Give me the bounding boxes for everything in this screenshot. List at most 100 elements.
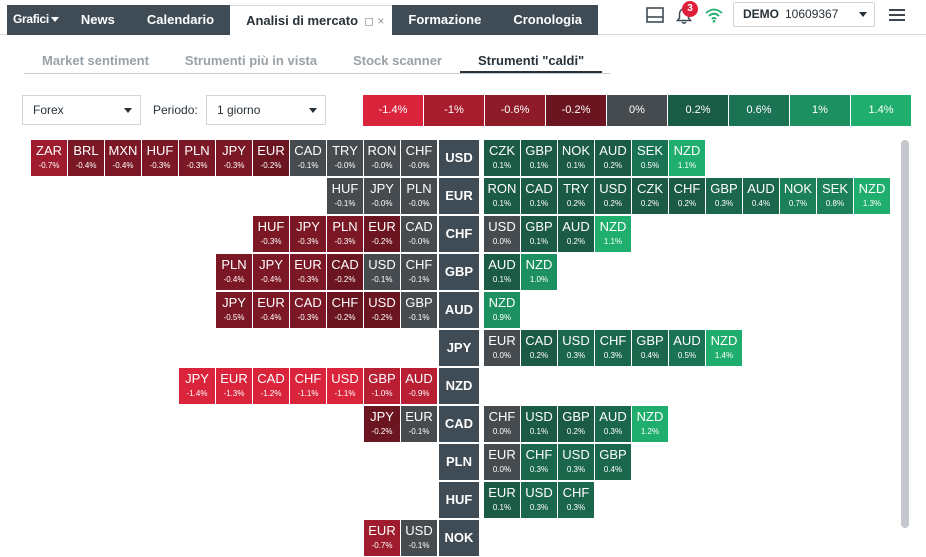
pair-cell-eur-cad[interactable]: CAD 0.1%	[521, 178, 557, 214]
pair-cell-jpy-cad[interactable]: CAD 0.2%	[521, 330, 557, 366]
pair-cell-gbp-cad[interactable]: CAD -0.2%	[327, 254, 363, 290]
pair-cell-usd-brl[interactable]: BRL -0.4%	[68, 140, 104, 176]
pair-cell-aud-gbp[interactable]: GBP -0.1%	[401, 292, 437, 328]
pair-cell-jpy-aud[interactable]: AUD 0.5%	[669, 330, 705, 366]
pair-cell-gbp-eur[interactable]: EUR -0.3%	[290, 254, 326, 290]
pair-cell-nzd-jpy[interactable]: JPY -1.4%	[179, 368, 215, 404]
pair-cell-usd-aud[interactable]: AUD 0.2%	[595, 140, 631, 176]
pair-cell-eur-sek[interactable]: SEK 0.8%	[817, 178, 853, 214]
pair-cell-usd-ron[interactable]: RON -0.0%	[364, 140, 400, 176]
pair-cell-usd-pln[interactable]: PLN -0.3%	[179, 140, 215, 176]
pair-cell-usd-cad[interactable]: CAD -0.1%	[290, 140, 326, 176]
pair-cell-nzd-gbp[interactable]: GBP -1.0%	[364, 368, 400, 404]
pair-cell-jpy-usd[interactable]: USD 0.3%	[558, 330, 594, 366]
pair-cell-eur-chf[interactable]: CHF 0.2%	[669, 178, 705, 214]
pair-cell-gbp-jpy[interactable]: JPY -0.4%	[253, 254, 289, 290]
pair-cell-eur-nok[interactable]: NOK 0.7%	[780, 178, 816, 214]
pair-cell-chf-usd[interactable]: USD 0.0%	[484, 216, 520, 252]
pair-cell-usd-zar[interactable]: ZAR -0.7%	[31, 140, 67, 176]
pair-cell-pln-eur[interactable]: EUR 0.0%	[484, 444, 520, 480]
pair-cell-usd-chf[interactable]: CHF -0.0%	[401, 140, 437, 176]
pair-cell-nzd-eur[interactable]: EUR -1.3%	[216, 368, 252, 404]
pair-cell-cad-chf[interactable]: CHF 0.0%	[484, 406, 520, 442]
pair-cell-usd-sek[interactable]: SEK 0.5%	[632, 140, 668, 176]
pair-cell-eur-ron[interactable]: RON 0.1%	[484, 178, 520, 214]
pair-cell-pln-gbp[interactable]: GBP 0.4%	[595, 444, 631, 480]
pair-cell-chf-cad[interactable]: CAD -0.0%	[401, 216, 437, 252]
subtab-market-sentiment[interactable]: Market sentiment	[42, 53, 149, 68]
pair-cell-nok-eur[interactable]: EUR -0.7%	[364, 520, 400, 556]
pair-cell-usd-eur[interactable]: EUR -0.2%	[253, 140, 289, 176]
pair-cell-aud-chf[interactable]: CHF -0.2%	[327, 292, 363, 328]
tab-analisi-di-mercato[interactable]: Analisi di mercato ◻ ×	[230, 5, 393, 35]
pair-cell-eur-pln[interactable]: PLN -0.0%	[401, 178, 437, 214]
pair-cell-jpy-nzd[interactable]: NZD 1.4%	[706, 330, 742, 366]
pair-cell-jpy-gbp[interactable]: GBP 0.4%	[632, 330, 668, 366]
account-selector[interactable]: DEMO 10609367	[733, 2, 875, 27]
vertical-scrollbar[interactable]	[901, 140, 909, 528]
pair-cell-chf-eur[interactable]: EUR -0.2%	[364, 216, 400, 252]
pair-cell-aud-cad[interactable]: CAD -0.3%	[290, 292, 326, 328]
pair-cell-gbp-usd[interactable]: USD -0.1%	[364, 254, 400, 290]
pair-cell-aud-eur[interactable]: EUR -0.4%	[253, 292, 289, 328]
pair-cell-pln-usd[interactable]: USD 0.3%	[558, 444, 594, 480]
pair-cell-eur-jpy[interactable]: JPY -0.0%	[364, 178, 400, 214]
pair-cell-eur-gbp[interactable]: GBP 0.3%	[706, 178, 742, 214]
pair-cell-aud-usd[interactable]: USD -0.2%	[364, 292, 400, 328]
pair-cell-chf-gbp[interactable]: GBP 0.1%	[521, 216, 557, 252]
pair-cell-nzd-usd[interactable]: USD -1.1%	[327, 368, 363, 404]
pair-cell-pln-chf[interactable]: CHF 0.3%	[521, 444, 557, 480]
tab-grafici[interactable]: Grafici	[7, 5, 65, 35]
tab-cronologia[interactable]: Cronologia	[497, 5, 598, 35]
layout-panel-icon[interactable]	[645, 6, 665, 24]
pair-cell-aud-nzd[interactable]: NZD 0.9%	[484, 292, 520, 328]
pair-cell-chf-jpy[interactable]: JPY -0.3%	[290, 216, 326, 252]
pair-cell-jpy-chf[interactable]: CHF 0.3%	[595, 330, 631, 366]
pair-cell-jpy-eur[interactable]: EUR 0.0%	[484, 330, 520, 366]
pair-cell-gbp-aud[interactable]: AUD 0.1%	[484, 254, 520, 290]
pair-cell-cad-nzd[interactable]: NZD 1.2%	[632, 406, 668, 442]
pair-cell-nzd-cad[interactable]: CAD -1.2%	[253, 368, 289, 404]
hamburger-menu-icon[interactable]	[888, 8, 906, 22]
pair-cell-usd-nok[interactable]: NOK 0.1%	[558, 140, 594, 176]
pair-cell-eur-czk[interactable]: CZK 0.2%	[632, 178, 668, 214]
pair-cell-huf-usd[interactable]: USD 0.3%	[521, 482, 557, 518]
pair-cell-nok-usd[interactable]: USD -0.1%	[401, 520, 437, 556]
tab-formazione[interactable]: Formazione	[392, 5, 498, 35]
pair-cell-eur-try[interactable]: TRY 0.2%	[558, 178, 594, 214]
pair-cell-eur-huf[interactable]: HUF -0.1%	[327, 178, 363, 214]
pair-cell-usd-jpy[interactable]: JPY -0.3%	[216, 140, 252, 176]
pair-cell-cad-gbp[interactable]: GBP 0.2%	[558, 406, 594, 442]
pair-cell-eur-usd[interactable]: USD 0.2%	[595, 178, 631, 214]
pair-cell-eur-aud[interactable]: AUD 0.4%	[743, 178, 779, 214]
pair-cell-cad-aud[interactable]: AUD 0.3%	[595, 406, 631, 442]
period-select[interactable]: 1 giorno	[206, 95, 326, 125]
pair-cell-usd-nzd[interactable]: NZD 1.1%	[669, 140, 705, 176]
pair-cell-chf-pln[interactable]: PLN -0.3%	[327, 216, 363, 252]
subtab-stock-scanner[interactable]: Stock scanner	[353, 53, 442, 68]
pair-cell-gbp-pln[interactable]: PLN -0.4%	[216, 254, 252, 290]
pair-cell-aud-jpy[interactable]: JPY -0.5%	[216, 292, 252, 328]
pair-cell-huf-chf[interactable]: CHF 0.3%	[558, 482, 594, 518]
pair-cell-huf-eur[interactable]: EUR 0.1%	[484, 482, 520, 518]
tab-calendario[interactable]: Calendario	[130, 5, 231, 35]
tab-window-controls-icon[interactable]: ◻ ×	[364, 14, 385, 28]
pair-cell-eur-nzd[interactable]: NZD 1.3%	[854, 178, 890, 214]
market-select[interactable]: Forex	[22, 95, 141, 125]
pair-cell-gbp-nzd[interactable]: NZD 1.0%	[521, 254, 557, 290]
pair-cell-usd-gbp[interactable]: GBP 0.1%	[521, 140, 557, 176]
pair-cell-nzd-chf[interactable]: CHF -1.1%	[290, 368, 326, 404]
subtab-strumenti-caldi[interactable]: Strumenti "caldi"	[459, 50, 603, 73]
pair-cell-cad-usd[interactable]: USD 0.1%	[521, 406, 557, 442]
pair-cell-nzd-aud[interactable]: AUD -0.9%	[401, 368, 437, 404]
pair-cell-chf-aud[interactable]: AUD 0.2%	[558, 216, 594, 252]
pair-cell-usd-try[interactable]: TRY -0.0%	[327, 140, 363, 176]
pair-cell-gbp-chf[interactable]: CHF -0.1%	[401, 254, 437, 290]
pair-cell-chf-nzd[interactable]: NZD 1.1%	[595, 216, 631, 252]
pair-cell-cad-jpy[interactable]: JPY -0.2%	[364, 406, 400, 442]
pair-cell-usd-czk[interactable]: CZK 0.1%	[484, 140, 520, 176]
pair-cell-cad-eur[interactable]: EUR -0.1%	[401, 406, 437, 442]
pair-cell-chf-huf[interactable]: HUF -0.3%	[253, 216, 289, 252]
pair-cell-usd-mxn[interactable]: MXN -0.4%	[105, 140, 141, 176]
pair-cell-usd-huf[interactable]: HUF -0.3%	[142, 140, 178, 176]
